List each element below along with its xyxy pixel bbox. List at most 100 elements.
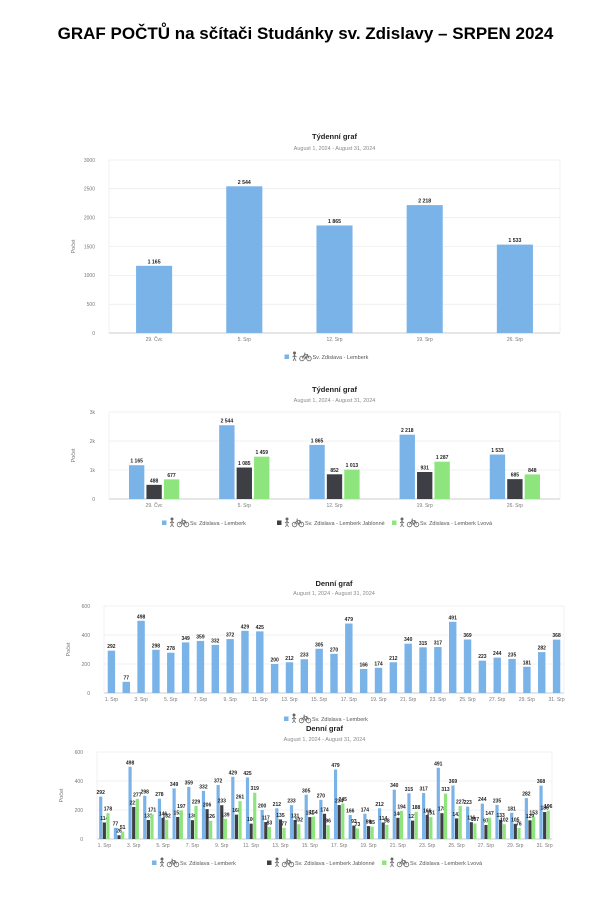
bar: [267, 826, 272, 839]
chart-title: Týdenní graf: [312, 132, 358, 141]
bar-value-label: 1 533: [508, 238, 521, 244]
bar: [196, 640, 205, 693]
bar-value-label: 1 165: [130, 459, 143, 465]
legend-item: Sv. Zdislava - Lemberk: [162, 517, 246, 528]
bar-value-label: 130: [188, 814, 197, 820]
bar: [113, 827, 117, 839]
bar-value-label: 174: [320, 807, 329, 813]
x-tick-label: 27. Srp: [478, 843, 494, 849]
x-tick-label: 5. Srp: [156, 843, 170, 849]
bar-value-label: 332: [199, 784, 208, 790]
bar: [473, 823, 477, 839]
weekly-chart-single: Týdenní graf August 1, 2024 - August 31, …: [60, 128, 580, 368]
bar: [316, 225, 353, 333]
bar-value-label: 194: [397, 804, 406, 810]
bar-value-label: 135: [276, 813, 285, 819]
bar-value-label: 116: [467, 816, 475, 822]
bar-value-label: 2 544: [238, 180, 251, 186]
bar-value-label: 153: [529, 810, 538, 816]
bar: [260, 810, 264, 839]
x-tick-label: 31. Srp: [537, 843, 553, 849]
bar: [407, 793, 411, 839]
bar: [436, 767, 440, 839]
y-tick-label: 400: [82, 633, 91, 639]
chart-subtitle: August 1, 2024 - August 31, 2024: [293, 591, 375, 597]
pedestrian-icon: [399, 517, 405, 528]
bar: [330, 653, 338, 693]
bar-value-label: 848: [528, 468, 537, 474]
y-tick-label: 400: [75, 779, 84, 785]
bar: [146, 820, 150, 839]
legend-swatch: [392, 520, 397, 525]
bar-value-label: 139: [221, 812, 230, 818]
bar-value-label: 166: [346, 808, 355, 814]
bar: [167, 652, 175, 693]
x-tick-label: 29. Čvc: [146, 502, 163, 509]
bar-value-label: 305: [302, 788, 311, 794]
bar: [377, 808, 382, 839]
bar: [524, 798, 528, 839]
bar-value-label: 282: [522, 792, 531, 798]
bar: [190, 820, 194, 839]
bar: [201, 790, 206, 839]
bar-value-label: 212: [273, 802, 282, 808]
bar: [226, 639, 234, 693]
bar: [117, 835, 121, 839]
legend-item: Sv. Zdislava - Lemberk Lvová: [392, 517, 493, 528]
x-tick-label: 21. Srp: [390, 843, 406, 849]
x-tick-label: 12. Srp: [326, 337, 342, 343]
bar-value-label: 2 218: [418, 199, 431, 205]
bar-value-label: 349: [170, 782, 179, 788]
legend-label: Sv. Zdislava - Lemberk Lvová: [410, 861, 483, 867]
bar-value-label: 852: [330, 468, 339, 474]
bar-value-label: 129: [526, 814, 535, 820]
bar-value-label: 98: [384, 818, 390, 824]
bar: [209, 820, 213, 839]
bar-value-label: 498: [137, 614, 146, 620]
bar: [381, 822, 385, 839]
bar-value-label: 332: [211, 638, 220, 644]
bar: [179, 810, 183, 839]
bar-value-label: 317: [434, 641, 443, 647]
bar: [293, 820, 297, 839]
bar-value-label: 26: [116, 829, 122, 835]
bar: [253, 792, 257, 839]
bar: [315, 648, 323, 693]
bar: [410, 820, 415, 839]
x-tick-label: 5. Srp: [164, 697, 178, 703]
legend-label: Sv. Zdislava - Lemberk Jablonné: [305, 521, 385, 527]
legend-item: Sv. Zdislava - Lemberk Jablonné: [267, 857, 375, 868]
bar-value-label: 340: [404, 637, 413, 643]
bar: [172, 788, 176, 839]
bar-value-label: 233: [287, 799, 296, 805]
x-tick-label: 19. Srp: [417, 503, 433, 509]
bar: [256, 631, 264, 693]
bar-value-label: 425: [256, 625, 265, 631]
bar-value-label: 212: [389, 656, 398, 662]
x-tick-label: 11. Srp: [243, 843, 259, 849]
bar-value-label: 106: [247, 817, 256, 823]
bar: [304, 794, 308, 839]
bar: [487, 817, 492, 839]
bar-value-label: 368: [552, 633, 561, 639]
bar-value-label: 491: [449, 615, 458, 621]
bar: [463, 639, 472, 693]
bar: [135, 798, 139, 839]
bar: [205, 809, 209, 839]
bar-value-label: 1 533: [491, 448, 504, 454]
bar: [163, 479, 180, 499]
y-tick-label: 600: [75, 750, 84, 756]
bicycle-icon: [299, 352, 312, 362]
bar: [489, 454, 506, 499]
y-tick-label: 200: [82, 662, 91, 668]
bar: [524, 474, 541, 499]
bar-value-label: 292: [97, 790, 106, 796]
bar-value-label: 1 865: [328, 219, 341, 225]
y-tick-label: 1k: [90, 468, 96, 474]
bar-value-label: 131: [144, 814, 153, 820]
bar: [404, 643, 412, 693]
weekly-chart-multi: Týdenní graf August 1, 2024 - August 31, …: [60, 382, 580, 534]
bar-value-label: 349: [181, 636, 190, 642]
y-tick-label: 2500: [84, 187, 95, 193]
bar: [337, 805, 341, 839]
